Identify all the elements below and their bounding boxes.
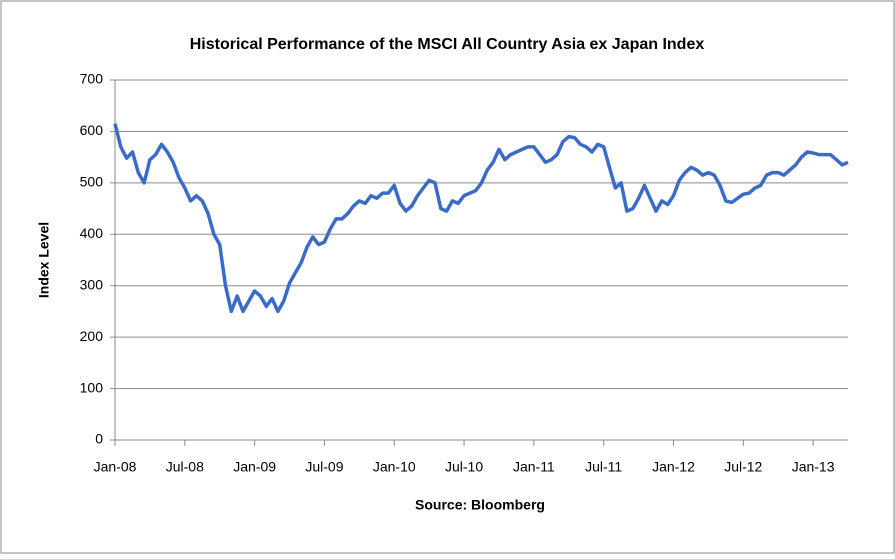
y-tick-label: 100 — [80, 379, 104, 395]
x-tick-label: Jan-09 — [233, 459, 276, 475]
x-tick-label: Jan-08 — [94, 459, 137, 475]
y-axis-title: Index Level — [36, 222, 52, 298]
x-tick-label: Jul-11 — [585, 459, 622, 475]
x-tick-label: Jan-10 — [373, 459, 416, 475]
y-tick-label: 500 — [80, 174, 104, 190]
data-line — [113, 123, 849, 314]
chart-title: Historical Performance of the MSCI All C… — [190, 36, 705, 53]
y-tick-label: 600 — [80, 122, 104, 138]
x-tick-label: Jul-08 — [166, 459, 204, 475]
y-tick-label: 300 — [80, 276, 104, 292]
x-tick-label: Jul-10 — [445, 459, 483, 475]
x-tick-label: Jul-12 — [724, 459, 762, 475]
y-tick-label: 400 — [80, 225, 104, 241]
x-tick-label: Jan-13 — [792, 459, 835, 475]
y-tick-label: 0 — [95, 431, 103, 447]
x-tick-label: Jan-12 — [652, 459, 695, 475]
x-axis-title: Source: Bloomberg — [415, 497, 545, 513]
y-tick-label: 700 — [80, 71, 104, 87]
x-tick-label: Jan-11 — [513, 459, 555, 475]
x-tick-label: Jul-09 — [305, 459, 343, 475]
y-tick-label: 200 — [80, 328, 104, 344]
